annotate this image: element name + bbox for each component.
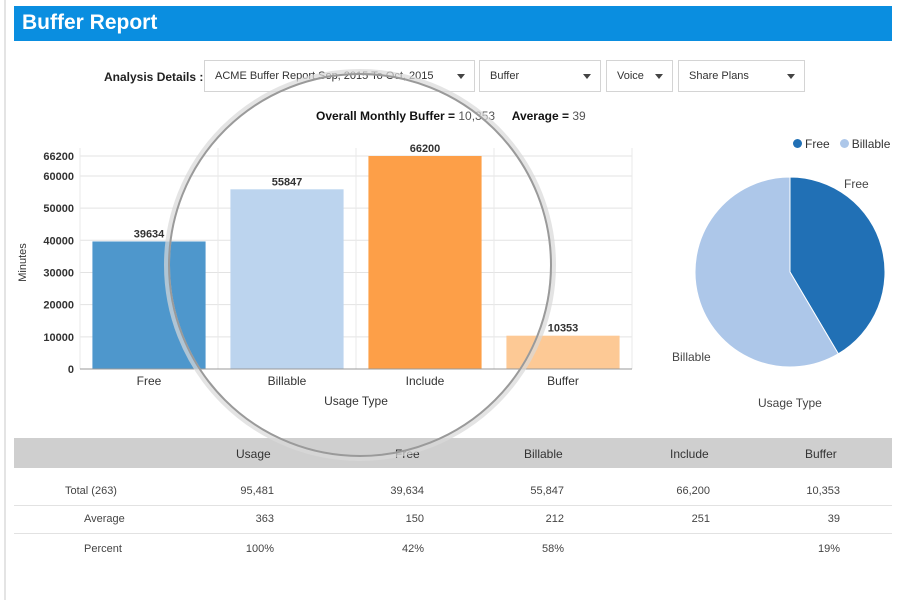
col-header-free: Free [395, 447, 420, 461]
y-tick-label: 0 [68, 364, 74, 376]
bar-buffer [506, 335, 620, 369]
bar-include [368, 156, 482, 369]
cell-buffer: 10,353 [806, 485, 840, 497]
data-label: 39634 [134, 228, 165, 240]
pie-slice-free[interactable] [789, 176, 886, 355]
table-row: Percent 100% 42% 58% 19% [14, 534, 892, 564]
cell-free: 150 [405, 513, 424, 525]
y-tick-label: 50000 [43, 203, 74, 215]
col-header-billable: Billable [524, 447, 563, 461]
buffer-summary: Overall Monthly Buffer = 10,353 Average … [316, 109, 586, 123]
cell-billable: 55,847 [530, 485, 564, 497]
data-label: 66200 [410, 143, 441, 155]
cell-billable: 212 [545, 513, 564, 525]
pie-slice-billable[interactable] [694, 176, 839, 368]
report-select-value: ACME Buffer Report Sep, 2015 To Oct, 201… [215, 70, 434, 82]
table-row: Total (263) 95,481 39,634 55,847 66,200 … [14, 476, 892, 506]
legend-free-label[interactable]: Free [805, 136, 830, 151]
type-select-value: Buffer [490, 70, 520, 82]
bar-free [92, 241, 206, 369]
x-axis-title: Usage Type [324, 394, 388, 408]
bar-chart: 0 10000 20000 30000 40000 50000 60000 66200 3963… [17, 143, 633, 408]
chevron-down-icon [787, 74, 795, 79]
col-header-include: Include [670, 447, 709, 461]
service-select-value: Voice [617, 70, 644, 82]
legend-free-swatch [793, 139, 802, 149]
chevron-down-icon [457, 74, 465, 79]
cell-usage: 95,481 [240, 485, 274, 497]
frame-border [4, 0, 6, 600]
y-tick-label: 20000 [43, 300, 74, 312]
x-tick-label: Buffer [547, 374, 579, 388]
cell-usage: 100% [245, 543, 274, 555]
x-tick-label: Include [406, 374, 445, 388]
col-header-usage: Usage [236, 447, 271, 461]
average-summary-value: 39 [572, 109, 586, 123]
row-label: Percent [84, 543, 122, 555]
plan-select[interactable]: Share Plans [678, 60, 805, 92]
summary-table-header: Usage Free Billable Include Buffer [14, 438, 892, 468]
analysis-details-label: Analysis Details : [104, 70, 204, 84]
average-summary-label: Average = [511, 109, 573, 123]
chevron-down-icon [655, 74, 663, 79]
y-tick-label: 30000 [43, 267, 74, 279]
buffer-summary-value: 10,353 [458, 109, 496, 123]
bar-billable [230, 189, 344, 369]
row-label: Average [84, 513, 125, 525]
type-select[interactable]: Buffer [479, 60, 601, 92]
pie-axis-label: Usage Type [758, 396, 822, 410]
page-title: Buffer Report [22, 11, 158, 34]
x-tick-label: Free [137, 374, 162, 388]
filter-bar: Analysis Details : ACME Buffer Report Se… [0, 60, 900, 92]
x-tick-label: Billable [268, 374, 307, 388]
service-select[interactable]: Voice [606, 60, 673, 92]
cell-include: 251 [691, 513, 710, 525]
row-label: Total (263) [65, 485, 117, 497]
cell-usage: 363 [255, 513, 274, 525]
table-row: Average 363 150 212 251 39 [14, 504, 892, 534]
report-select[interactable]: ACME Buffer Report Sep, 2015 To Oct, 201… [204, 60, 475, 92]
pie-legend: Free Billable [793, 136, 890, 151]
data-label: 55847 [272, 176, 303, 188]
plan-select-value: Share Plans [689, 70, 749, 82]
cell-buffer: 19% [817, 543, 840, 555]
cell-buffer: 39 [827, 513, 840, 525]
legend-billable-swatch [839, 139, 849, 149]
y-tick-label: 40000 [43, 235, 74, 247]
pie-chart [694, 176, 886, 368]
y-tick-label: 10000 [43, 332, 74, 344]
cell-free: 42% [401, 543, 424, 555]
cell-include: 66,200 [676, 485, 710, 497]
legend-billable-label[interactable]: Billable [851, 136, 891, 151]
buffer-summary-label: Overall Monthly Buffer = [316, 109, 459, 123]
report-header: Buffer Report [14, 6, 892, 41]
cell-billable: 58% [541, 543, 564, 555]
y-tick-label: 66200 [43, 151, 74, 163]
chevron-down-icon [583, 74, 591, 79]
data-label: 10353 [548, 323, 579, 335]
cell-free: 39,634 [390, 485, 424, 497]
pie-label-billable: Billable [672, 350, 711, 364]
col-header-buffer: Buffer [805, 447, 837, 461]
pie-label-free: Free [844, 177, 869, 191]
y-tick-label: 60000 [43, 171, 74, 183]
y-axis-title: Minutes [17, 243, 29, 282]
